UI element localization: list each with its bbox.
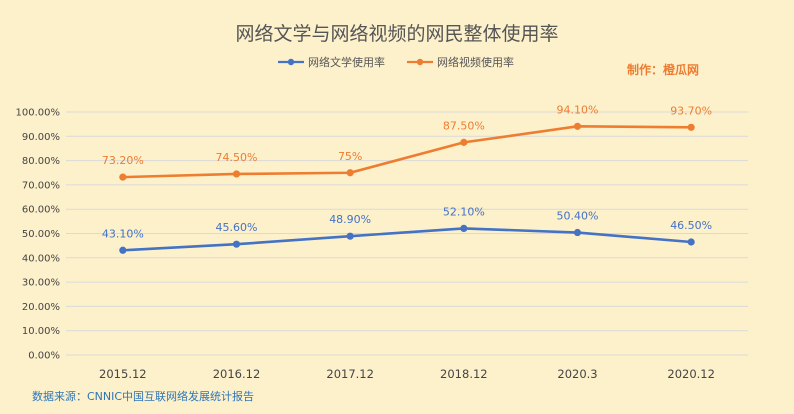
data-point [460, 224, 468, 232]
y-tick-label: 30.00% [22, 278, 60, 289]
grid [66, 111, 748, 356]
y-tick-label: 0.00% [28, 351, 60, 362]
legend-label-video: 网络视频使用率 [437, 55, 514, 69]
data-label: 45.60% [216, 221, 258, 234]
x-tick-label: 2020.3 [557, 367, 597, 381]
data-point [573, 228, 582, 237]
series-line [121, 227, 693, 252]
x-tick-label: 2017.12 [326, 367, 374, 381]
data-label: 75% [338, 150, 362, 163]
series [119, 122, 695, 254]
legend-marker-literature [287, 58, 295, 66]
data-label: 43.10% [102, 227, 144, 240]
data-point [687, 238, 695, 246]
x-tick-label: 2020.12 [667, 367, 715, 381]
x-tick-label: 2016.12 [213, 367, 261, 381]
y-tick-label: 70.00% [22, 180, 60, 191]
series-line [121, 125, 693, 179]
data-point [119, 173, 127, 181]
credit-label: 制作：橙瓜网 [627, 62, 699, 77]
x-tick-label: 2015.12 [99, 367, 147, 381]
legend-label-literature: 网络文学使用率 [308, 55, 385, 69]
data-point [119, 246, 127, 254]
legend: 网络文学使用率 网络视频使用率 [278, 55, 514, 69]
x-axis-ticks: 2015.12 2016.12 2017.12 2018.12 2020.3 2020.1… [99, 367, 715, 381]
y-tick-label: 90.00% [22, 132, 60, 143]
y-tick-label: 40.00% [22, 253, 60, 264]
y-tick-label: 80.00% [22, 156, 60, 167]
y-tick-label: 20.00% [22, 302, 60, 313]
y-tick-label: 50.00% [22, 229, 60, 240]
data-labels: 43.10% 45.60% 48.90% 52.10% 50.40% 46.50% 73.2… [102, 103, 712, 240]
x-tick-label: 2018.12 [440, 367, 488, 381]
data-point [346, 169, 354, 177]
data-label: 48.90% [329, 213, 371, 226]
data-point [232, 240, 241, 248]
data-label: 73.20% [102, 154, 144, 167]
source-note: 数据来源：CNNIC中国互联网络发展统计报告 [32, 389, 254, 403]
y-axis-ticks: 0.00% 10.00% 20.00% 30.00% 40.00% 50.00% 60.00… [16, 108, 61, 362]
data-point [232, 170, 241, 178]
data-point [460, 138, 468, 146]
data-label: 52.10% [443, 205, 485, 218]
data-label: 74.50% [216, 151, 258, 164]
legend-marker-video [416, 58, 424, 66]
chart-title: 网络文学与网络视频的网民整体使用率 [235, 23, 558, 45]
data-point [573, 122, 582, 130]
data-label: 94.10% [557, 103, 599, 116]
data-point [346, 232, 354, 240]
data-label: 93.70% [670, 104, 712, 117]
y-tick-label: 10.00% [22, 326, 60, 337]
data-label: 50.40% [557, 210, 599, 223]
data-label: 87.50% [443, 119, 485, 132]
data-label: 46.50% [670, 219, 712, 232]
data-point [687, 123, 695, 131]
y-tick-label: 60.00% [22, 205, 60, 216]
y-tick-label: 100.00% [16, 108, 61, 119]
